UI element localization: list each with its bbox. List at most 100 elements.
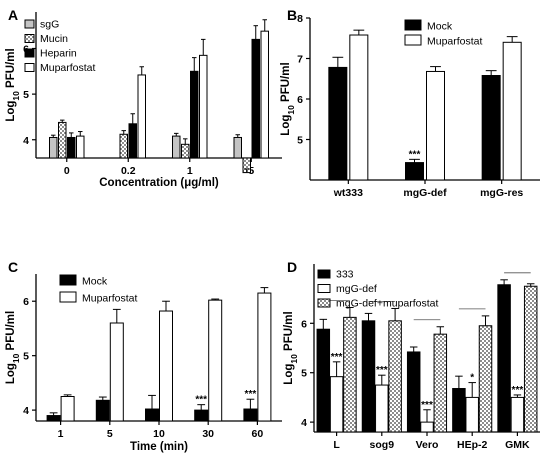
significance-label: *** [376, 365, 388, 376]
significance-label: *** [512, 385, 524, 396]
x-tick-label: mgG-def [403, 187, 447, 199]
y-tick-label: 7 [297, 54, 303, 66]
bar [49, 136, 58, 159]
bar [58, 121, 67, 159]
bar [426, 70, 445, 181]
bar [159, 310, 173, 422]
legend-label: Muparfostat [82, 293, 138, 305]
bar [67, 136, 76, 159]
bar [243, 408, 258, 422]
legend-swatch [317, 298, 331, 308]
bar [76, 135, 85, 159]
x-tick-label: 60 [252, 428, 264, 440]
legend-label: Mock [82, 276, 108, 288]
bar [405, 162, 424, 181]
bar [95, 399, 110, 422]
bar [349, 34, 369, 181]
bar [208, 299, 223, 422]
significance-label: * [470, 373, 474, 384]
y-tick-label: 6 [297, 94, 303, 106]
legend-label: mgG-def [336, 283, 377, 295]
y-tick-label: 6 [301, 318, 307, 330]
x-tick-label: Vero [416, 439, 439, 451]
legend-label: Muparfostat [427, 36, 483, 48]
bar [481, 75, 501, 181]
bar [128, 123, 137, 159]
legend-label: Mock [427, 21, 453, 33]
y-tick-label: 5 [297, 135, 303, 147]
bar [137, 74, 146, 159]
y-axis-title: Log10 PFU/ml [5, 48, 21, 121]
bar [329, 376, 344, 433]
bar [388, 320, 402, 433]
legend-swatch [317, 284, 331, 293]
legend-label: 333 [336, 269, 354, 281]
bar [375, 384, 389, 433]
bar [172, 135, 181, 159]
bar [497, 284, 511, 433]
bar [257, 292, 272, 422]
bar [119, 133, 128, 159]
bar [199, 54, 208, 159]
x-tick-label: 10 [153, 428, 165, 440]
legend-swatch [24, 34, 35, 43]
legend-swatch [317, 269, 331, 279]
panel-b: B 5 6 7 8 Log10 PFU/ml wt333 mgG-def mgG-res *** M… [280, 7, 540, 199]
x-tick-label: 1 [58, 428, 64, 440]
bar [328, 66, 348, 181]
x-tick-label: 0.2 [121, 165, 136, 177]
bar [452, 388, 466, 433]
legend-swatch [24, 48, 35, 58]
significance-label: *** [245, 389, 257, 400]
x-tick-label: 30 [202, 428, 214, 440]
panel-letter: C [8, 259, 18, 275]
legend-label: Muparfostat [40, 62, 96, 74]
bar [145, 408, 159, 422]
bar [109, 322, 124, 422]
bar [46, 415, 61, 422]
significance-label: *** [409, 149, 421, 160]
legend-swatch [404, 34, 422, 46]
legend-swatch [24, 63, 35, 72]
bar [233, 136, 242, 159]
panel-letter: B [287, 7, 297, 23]
y-tick-label: 5 [301, 368, 307, 380]
y-axis-title: Log10 PFU/ml [280, 62, 296, 135]
legend-label: Mucin [40, 33, 68, 45]
bar [510, 396, 525, 433]
y-tick-label: 8 [297, 13, 303, 25]
panel-letter: A [8, 7, 18, 23]
panel-letter: D [287, 259, 297, 275]
x-tick-label: GMK [505, 439, 530, 451]
y-axis-title: Log10 PFU/ml [5, 311, 21, 384]
bar [502, 41, 522, 181]
legend-label: Heparin [40, 48, 77, 60]
x-axis-title: Concentration (μg/ml) [99, 177, 219, 189]
bar [433, 333, 448, 433]
bar [523, 285, 538, 433]
legend-swatch [59, 291, 77, 303]
bar [190, 70, 199, 159]
x-tick-label: 5 [107, 428, 113, 440]
bar [316, 328, 331, 433]
y-tick-label: 4 [23, 135, 29, 147]
legend-swatch [24, 19, 35, 29]
y-tick-label: 6 [23, 296, 29, 308]
y-axis-title: Log10 PFU/ml [283, 311, 299, 384]
bar [194, 409, 209, 422]
significance-label: *** [195, 395, 207, 406]
x-axis-title: Time (min) [130, 441, 188, 453]
bar [181, 143, 190, 159]
y-tick-label: 4 [301, 417, 307, 429]
legend-swatch [404, 19, 422, 31]
legend-label: mgG-def+muparfostat [336, 298, 439, 310]
x-tick-label: 5 [248, 165, 254, 177]
bar [406, 351, 421, 433]
bar [420, 421, 434, 433]
x-tick-label: L [333, 439, 340, 451]
bar [260, 30, 269, 159]
x-tick-label: mgG-res [480, 187, 523, 199]
x-tick-label: sog9 [370, 439, 395, 451]
